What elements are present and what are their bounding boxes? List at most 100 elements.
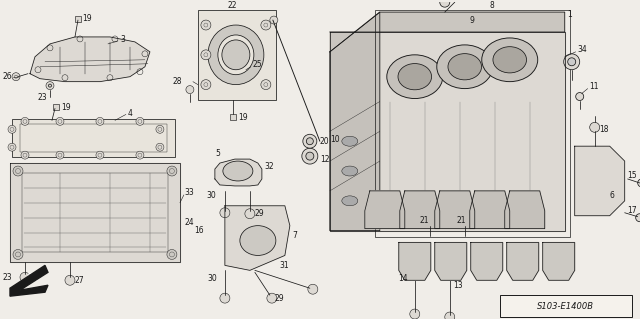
Ellipse shape xyxy=(56,117,64,125)
Ellipse shape xyxy=(261,20,271,30)
Ellipse shape xyxy=(20,272,30,282)
Text: 9: 9 xyxy=(470,16,475,25)
Ellipse shape xyxy=(156,125,164,133)
Polygon shape xyxy=(365,191,404,229)
Bar xyxy=(20,124,167,152)
Ellipse shape xyxy=(576,93,584,100)
Text: 28: 28 xyxy=(173,77,182,86)
Ellipse shape xyxy=(267,293,277,303)
Ellipse shape xyxy=(568,248,573,254)
Ellipse shape xyxy=(201,20,211,30)
Text: 30: 30 xyxy=(207,191,217,200)
Ellipse shape xyxy=(342,136,358,146)
Ellipse shape xyxy=(496,248,502,254)
Ellipse shape xyxy=(436,45,493,89)
Polygon shape xyxy=(330,12,564,52)
Text: 22: 22 xyxy=(228,1,237,10)
Polygon shape xyxy=(575,146,625,216)
Text: 23: 23 xyxy=(38,93,47,102)
Text: 32: 32 xyxy=(265,161,275,171)
Text: 5: 5 xyxy=(215,149,220,158)
Polygon shape xyxy=(10,265,48,296)
Ellipse shape xyxy=(186,85,194,93)
Ellipse shape xyxy=(589,122,600,132)
Text: 24: 24 xyxy=(185,218,195,227)
Ellipse shape xyxy=(610,171,620,181)
Text: 14: 14 xyxy=(398,274,408,283)
Ellipse shape xyxy=(508,248,514,254)
Text: 3: 3 xyxy=(120,35,125,44)
Bar xyxy=(375,10,570,237)
Ellipse shape xyxy=(448,54,481,80)
Ellipse shape xyxy=(303,134,317,148)
Ellipse shape xyxy=(387,55,443,99)
Polygon shape xyxy=(330,32,564,231)
Ellipse shape xyxy=(261,80,271,90)
Text: 25: 25 xyxy=(253,60,262,69)
Ellipse shape xyxy=(220,293,230,303)
Text: 19: 19 xyxy=(61,103,70,112)
Text: 27: 27 xyxy=(75,276,84,285)
Text: 20: 20 xyxy=(320,137,330,146)
Ellipse shape xyxy=(493,47,527,73)
Ellipse shape xyxy=(544,248,550,254)
Ellipse shape xyxy=(222,40,250,70)
Ellipse shape xyxy=(13,166,23,176)
Polygon shape xyxy=(215,159,262,186)
Ellipse shape xyxy=(472,248,477,254)
Polygon shape xyxy=(225,206,290,270)
Ellipse shape xyxy=(12,73,20,81)
Text: 23: 23 xyxy=(3,273,13,282)
Text: 10: 10 xyxy=(330,135,339,144)
Polygon shape xyxy=(435,242,467,280)
Ellipse shape xyxy=(167,249,177,259)
Polygon shape xyxy=(470,191,509,229)
Ellipse shape xyxy=(532,248,538,254)
Bar xyxy=(53,105,59,110)
Ellipse shape xyxy=(410,309,420,319)
Polygon shape xyxy=(30,37,150,82)
Polygon shape xyxy=(471,242,503,280)
Text: 16: 16 xyxy=(194,226,204,235)
Polygon shape xyxy=(507,242,539,280)
Ellipse shape xyxy=(600,151,610,161)
Text: 13: 13 xyxy=(452,281,462,290)
Text: S103-E1400B: S103-E1400B xyxy=(537,301,594,311)
Ellipse shape xyxy=(436,248,442,254)
Ellipse shape xyxy=(600,201,610,211)
Ellipse shape xyxy=(223,161,253,181)
Text: 21: 21 xyxy=(420,216,429,225)
Ellipse shape xyxy=(156,143,164,151)
Ellipse shape xyxy=(568,58,576,66)
Ellipse shape xyxy=(220,208,230,218)
Ellipse shape xyxy=(167,166,177,176)
Text: 34: 34 xyxy=(578,45,588,54)
Ellipse shape xyxy=(400,248,406,254)
Polygon shape xyxy=(435,191,475,229)
Ellipse shape xyxy=(8,125,16,133)
Ellipse shape xyxy=(342,196,358,206)
Text: 19: 19 xyxy=(238,113,248,122)
Polygon shape xyxy=(543,242,575,280)
Ellipse shape xyxy=(245,209,255,219)
Polygon shape xyxy=(505,191,545,229)
Polygon shape xyxy=(330,12,380,231)
Ellipse shape xyxy=(306,152,314,160)
Ellipse shape xyxy=(13,249,23,259)
Bar xyxy=(230,115,236,120)
Ellipse shape xyxy=(201,50,211,60)
Text: 17: 17 xyxy=(628,206,637,215)
Ellipse shape xyxy=(136,151,144,159)
Ellipse shape xyxy=(302,148,318,164)
Bar xyxy=(500,295,632,317)
Ellipse shape xyxy=(342,166,358,176)
Polygon shape xyxy=(399,242,431,280)
Ellipse shape xyxy=(136,117,144,125)
Text: 11: 11 xyxy=(589,82,599,91)
Ellipse shape xyxy=(208,25,264,85)
Ellipse shape xyxy=(201,80,211,90)
Ellipse shape xyxy=(96,117,104,125)
Text: 7: 7 xyxy=(292,231,297,240)
Ellipse shape xyxy=(482,38,538,82)
Text: FR.: FR. xyxy=(25,272,39,283)
